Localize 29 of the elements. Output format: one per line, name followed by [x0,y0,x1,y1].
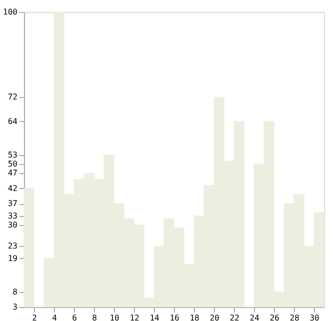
x-tick-label: 28 [290,314,300,321]
x-tick-label: 10 [110,314,120,321]
x-tick-label: 6 [72,314,78,321]
x-tick-label: 14 [150,314,160,321]
y-tick-label: 47 [8,168,18,178]
x-tick-label: 26 [270,314,280,321]
x-tick-label: 22 [230,314,240,321]
x-tick-label: 8 [92,314,98,321]
y-tick-label: 100 [3,8,18,16]
y-tick-label: 19 [8,254,18,263]
y-tick-label: 64 [8,116,18,126]
x-tick-label: 24 [250,314,260,321]
y-tick-label: 72 [8,92,18,102]
y-tick-label: 3 [12,302,18,312]
y-tick-label: 23 [8,242,18,251]
x-tick-label: 2 [32,314,38,321]
x-tick-label: 18 [190,314,200,321]
x-tick-label: 20 [210,314,220,321]
y-tick-label: 42 [8,184,18,193]
x-tick-label: 30 [310,314,320,321]
y-tick-label: 33 [8,211,18,220]
x-tick-label: 4 [52,314,58,321]
x-tick-label: 16 [170,314,180,321]
y-tick-label: 50 [8,160,18,169]
y-tick-label: 53 [8,150,18,160]
y-tick-label: 30 [8,220,18,230]
x-tick-label: 12 [130,314,140,321]
y-tick-label: 8 [12,287,18,296]
y-tick-label: 37 [8,199,18,208]
